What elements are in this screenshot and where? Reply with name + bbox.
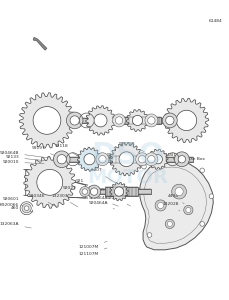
Polygon shape — [105, 188, 138, 196]
Text: 920064: 920064 — [107, 156, 130, 164]
Polygon shape — [126, 110, 149, 131]
Polygon shape — [87, 189, 151, 194]
Circle shape — [142, 164, 146, 169]
Polygon shape — [148, 149, 168, 169]
Text: 132303: 132303 — [52, 194, 78, 207]
Text: 920B84: 920B84 — [113, 149, 137, 157]
Text: 92027: 92027 — [63, 186, 82, 191]
Circle shape — [153, 154, 162, 164]
Circle shape — [88, 185, 101, 198]
Text: 131B1A: 131B1A — [162, 153, 182, 162]
Polygon shape — [54, 157, 193, 162]
Circle shape — [162, 113, 177, 128]
Text: 920464A: 920464A — [88, 201, 114, 209]
Circle shape — [66, 112, 83, 129]
Text: 920464B: 920464B — [0, 151, 50, 158]
Circle shape — [155, 200, 166, 211]
Circle shape — [33, 106, 61, 134]
Text: 920346: 920346 — [29, 194, 57, 207]
Circle shape — [80, 187, 90, 197]
Circle shape — [70, 116, 79, 125]
Circle shape — [84, 154, 95, 165]
Circle shape — [139, 155, 146, 163]
Text: 921: 921 — [76, 179, 92, 188]
Polygon shape — [33, 37, 47, 50]
Circle shape — [178, 155, 185, 163]
Circle shape — [37, 169, 63, 195]
Circle shape — [175, 188, 183, 196]
Circle shape — [176, 110, 197, 130]
Text: DSO: DSO — [91, 141, 164, 170]
Circle shape — [158, 202, 164, 208]
Circle shape — [145, 114, 158, 127]
Polygon shape — [24, 157, 76, 208]
Text: K920066: K920066 — [0, 203, 33, 212]
Circle shape — [90, 188, 98, 195]
Circle shape — [94, 114, 107, 127]
Circle shape — [184, 206, 193, 215]
Circle shape — [148, 117, 155, 124]
Circle shape — [147, 233, 152, 237]
Text: MOTOR: MOTOR — [87, 168, 168, 187]
Text: 13107: 13107 — [89, 168, 117, 184]
Circle shape — [115, 117, 123, 124]
Circle shape — [119, 152, 134, 167]
Circle shape — [174, 152, 189, 167]
Text: 92133: 92133 — [5, 155, 47, 161]
Text: 920010: 920010 — [3, 160, 44, 164]
Text: 920464A: 920464A — [88, 196, 118, 206]
Text: 4494: 4494 — [168, 194, 184, 204]
Polygon shape — [164, 98, 209, 142]
Text: 920042: 920042 — [119, 145, 142, 154]
Circle shape — [145, 153, 158, 166]
Text: 920064A: 920064A — [107, 153, 133, 160]
Polygon shape — [110, 155, 161, 163]
Polygon shape — [77, 147, 101, 171]
Polygon shape — [110, 142, 143, 176]
Text: 13118: 13118 — [55, 144, 78, 156]
Text: 460: 460 — [11, 206, 25, 215]
Circle shape — [132, 115, 143, 125]
Text: 920306: 920306 — [107, 196, 131, 206]
Circle shape — [200, 168, 204, 172]
Circle shape — [96, 153, 109, 166]
Text: 99197: 99197 — [31, 146, 58, 157]
Circle shape — [166, 116, 174, 124]
Polygon shape — [19, 93, 75, 148]
Circle shape — [57, 154, 66, 164]
Circle shape — [165, 219, 174, 229]
Circle shape — [53, 151, 70, 168]
Text: 920298: 920298 — [119, 142, 144, 152]
Text: 132063A: 132063A — [0, 222, 31, 228]
Circle shape — [167, 221, 172, 226]
Circle shape — [24, 206, 29, 211]
Polygon shape — [86, 106, 115, 135]
Text: Gear Case Box: Gear Case Box — [165, 157, 205, 164]
Circle shape — [200, 222, 204, 226]
Circle shape — [22, 204, 31, 213]
Circle shape — [113, 114, 125, 127]
Polygon shape — [139, 160, 213, 250]
Polygon shape — [114, 117, 161, 124]
Text: 920601: 920601 — [3, 197, 24, 207]
Circle shape — [136, 153, 149, 166]
Text: 121007M: 121007M — [79, 242, 107, 249]
Text: 13109: 13109 — [91, 188, 112, 195]
Circle shape — [114, 187, 124, 196]
Text: 121107M: 121107M — [79, 248, 107, 256]
Text: 132028: 132028 — [163, 202, 180, 211]
Circle shape — [82, 189, 88, 194]
Circle shape — [172, 184, 186, 199]
Circle shape — [99, 155, 106, 163]
Polygon shape — [110, 182, 128, 201]
Circle shape — [148, 155, 155, 163]
Circle shape — [209, 194, 214, 199]
Polygon shape — [68, 118, 179, 123]
Circle shape — [186, 208, 191, 213]
Text: 61484: 61484 — [209, 19, 223, 23]
